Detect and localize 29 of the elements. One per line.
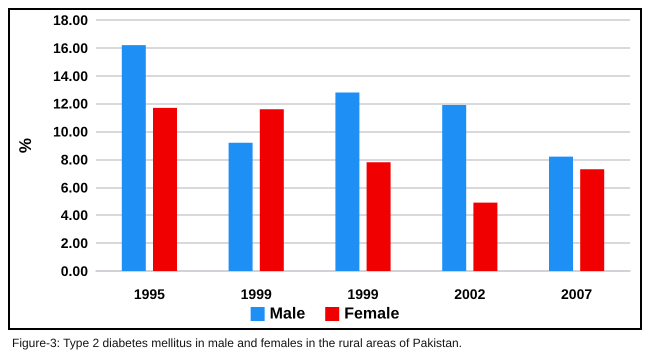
x-tick-label: 1995 — [134, 286, 166, 302]
y-tick-label: 12.00 — [52, 96, 88, 112]
x-tick-label: 2002 — [454, 286, 486, 302]
y-tick-label: 8.00 — [60, 151, 88, 168]
bar — [228, 142, 253, 271]
y-tick-label: 4.00 — [60, 207, 88, 224]
y-tick-label: 0.00 — [60, 263, 88, 279]
bar — [366, 162, 391, 271]
bar — [473, 202, 498, 271]
legend-label: Male — [270, 306, 306, 322]
bar — [549, 156, 573, 271]
bar — [122, 45, 146, 271]
y-tick-label: 14.00 — [52, 68, 88, 84]
text: Figure-3: Type 2 diabetes mellitus in male and females in the rural areas of Pakistan. — [12, 336, 462, 350]
bar — [580, 169, 604, 271]
bar — [335, 92, 360, 271]
legend-label: Female — [344, 306, 400, 322]
bar — [153, 108, 177, 271]
x-tick-label: 2007 — [561, 286, 592, 302]
x-tick-label: 1999 — [347, 286, 379, 302]
bar — [442, 105, 466, 271]
y-axis-title: % — [16, 138, 35, 154]
y-tick-label: 18.00 — [52, 12, 88, 28]
y-tick-label: 16.00 — [52, 40, 88, 56]
y-tick-label: 10.00 — [52, 124, 88, 140]
x-tick-label: 1999 — [240, 286, 272, 302]
bar — [260, 109, 284, 271]
y-tick-label: 6.00 — [60, 179, 88, 196]
y-tick-label: 2.00 — [60, 235, 88, 252]
